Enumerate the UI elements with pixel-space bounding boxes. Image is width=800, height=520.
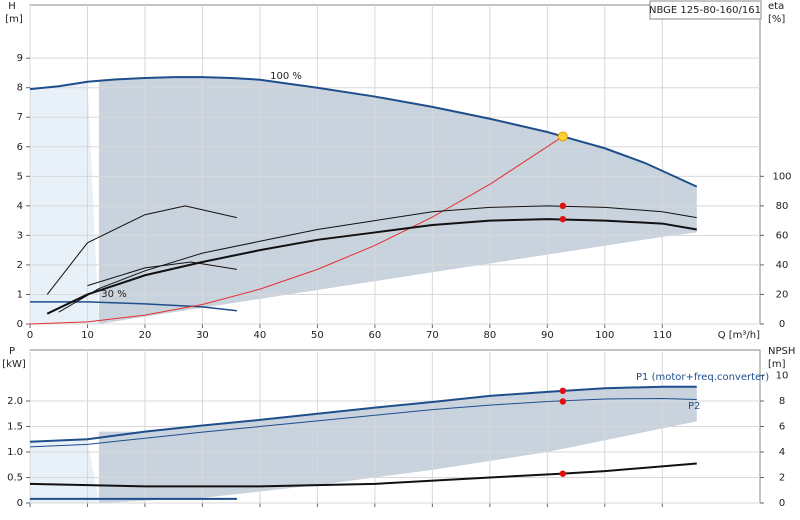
y-tick-label: 5 bbox=[17, 171, 23, 182]
y-tick-label: 4 bbox=[17, 201, 23, 212]
x-tick-label: 50 bbox=[311, 330, 324, 341]
y2-tick-label: 6 bbox=[779, 422, 785, 433]
low-flow-region bbox=[30, 81, 99, 324]
y2-tick-label: 60 bbox=[776, 230, 789, 241]
x-tick-label: 0 bbox=[27, 330, 33, 341]
curve bbox=[30, 301, 238, 312]
y-axis-unit: [m] bbox=[5, 14, 23, 25]
y2-tick-label: 100 bbox=[772, 171, 791, 182]
y-tick-label: 7 bbox=[17, 112, 23, 123]
curve bbox=[29, 76, 698, 188]
series-label: P1 (motor+freq.converter) bbox=[636, 372, 769, 383]
x-tick-label: 40 bbox=[254, 330, 267, 341]
x-tick-label: 70 bbox=[426, 330, 439, 341]
title-box bbox=[649, 0, 762, 20]
y-axis-label: H bbox=[8, 1, 16, 12]
y2-tick-label: 10 bbox=[776, 371, 789, 382]
y2-tick-label: 0 bbox=[779, 498, 785, 509]
y2-tick-label: 20 bbox=[776, 289, 789, 300]
x-tick-label: 20 bbox=[139, 330, 152, 341]
y-tick-label: 1 bbox=[17, 289, 23, 300]
y2-axis-unit: [%] bbox=[768, 14, 785, 25]
duty-point bbox=[559, 470, 567, 477]
low-flow-region bbox=[30, 439, 99, 503]
duty-point bbox=[557, 131, 568, 142]
duty-point bbox=[559, 387, 567, 394]
x-tick-label: 100 bbox=[595, 330, 614, 341]
y-tick-label: 1.0 bbox=[7, 447, 23, 458]
annotation: 30 % bbox=[101, 289, 126, 300]
curve bbox=[29, 136, 564, 325]
x-tick-label: 60 bbox=[369, 330, 382, 341]
y-tick-label: 8 bbox=[17, 83, 23, 94]
y2-tick-label: 40 bbox=[776, 260, 789, 271]
y-tick-label: 0 bbox=[17, 498, 23, 509]
y2-tick-label: 2 bbox=[779, 473, 785, 484]
y-tick-label: 1.5 bbox=[7, 422, 23, 433]
y2-tick-label: 8 bbox=[779, 396, 785, 407]
y-tick-label: 9 bbox=[17, 53, 23, 64]
curve bbox=[87, 261, 238, 287]
x-axis-label: Q [m³/h] bbox=[718, 330, 760, 341]
curve bbox=[58, 205, 697, 313]
x-tick-label: 80 bbox=[483, 330, 496, 341]
duty-point bbox=[559, 202, 567, 210]
chart-title: NBGE 125-80-160/161 bbox=[649, 5, 761, 16]
y2-axis-unit: [m] bbox=[768, 359, 786, 370]
y-tick-label: 0 bbox=[17, 319, 23, 330]
curve bbox=[29, 385, 697, 443]
y-tick-label: 3 bbox=[17, 230, 23, 241]
curve bbox=[29, 462, 697, 488]
y2-tick-label: 0 bbox=[779, 319, 785, 330]
y-axis-unit: [kW] bbox=[2, 359, 26, 370]
x-tick-label: 110 bbox=[653, 330, 672, 341]
y2-tick-label: 80 bbox=[776, 201, 789, 212]
y-tick-label: 0.5 bbox=[7, 473, 23, 484]
curve bbox=[29, 397, 697, 448]
duty-point bbox=[559, 398, 567, 405]
y-tick-label: 2 bbox=[17, 260, 23, 271]
annotation: 100 % bbox=[270, 71, 302, 82]
x-tick-label: 90 bbox=[541, 330, 554, 341]
x-tick-label: 30 bbox=[196, 330, 209, 341]
curve bbox=[46, 205, 238, 295]
curve bbox=[46, 218, 697, 315]
series-label: P2 bbox=[688, 401, 700, 412]
y-axis-label: P bbox=[9, 346, 15, 357]
y2-tick-label: 4 bbox=[779, 447, 785, 458]
y2-axis-label: eta bbox=[768, 1, 784, 12]
y2-axis-label: NPSH bbox=[768, 346, 795, 357]
duty-point bbox=[559, 215, 567, 223]
y-tick-label: 6 bbox=[17, 142, 23, 153]
x-tick-label: 10 bbox=[81, 330, 94, 341]
y-tick-label: 2.0 bbox=[7, 396, 23, 407]
